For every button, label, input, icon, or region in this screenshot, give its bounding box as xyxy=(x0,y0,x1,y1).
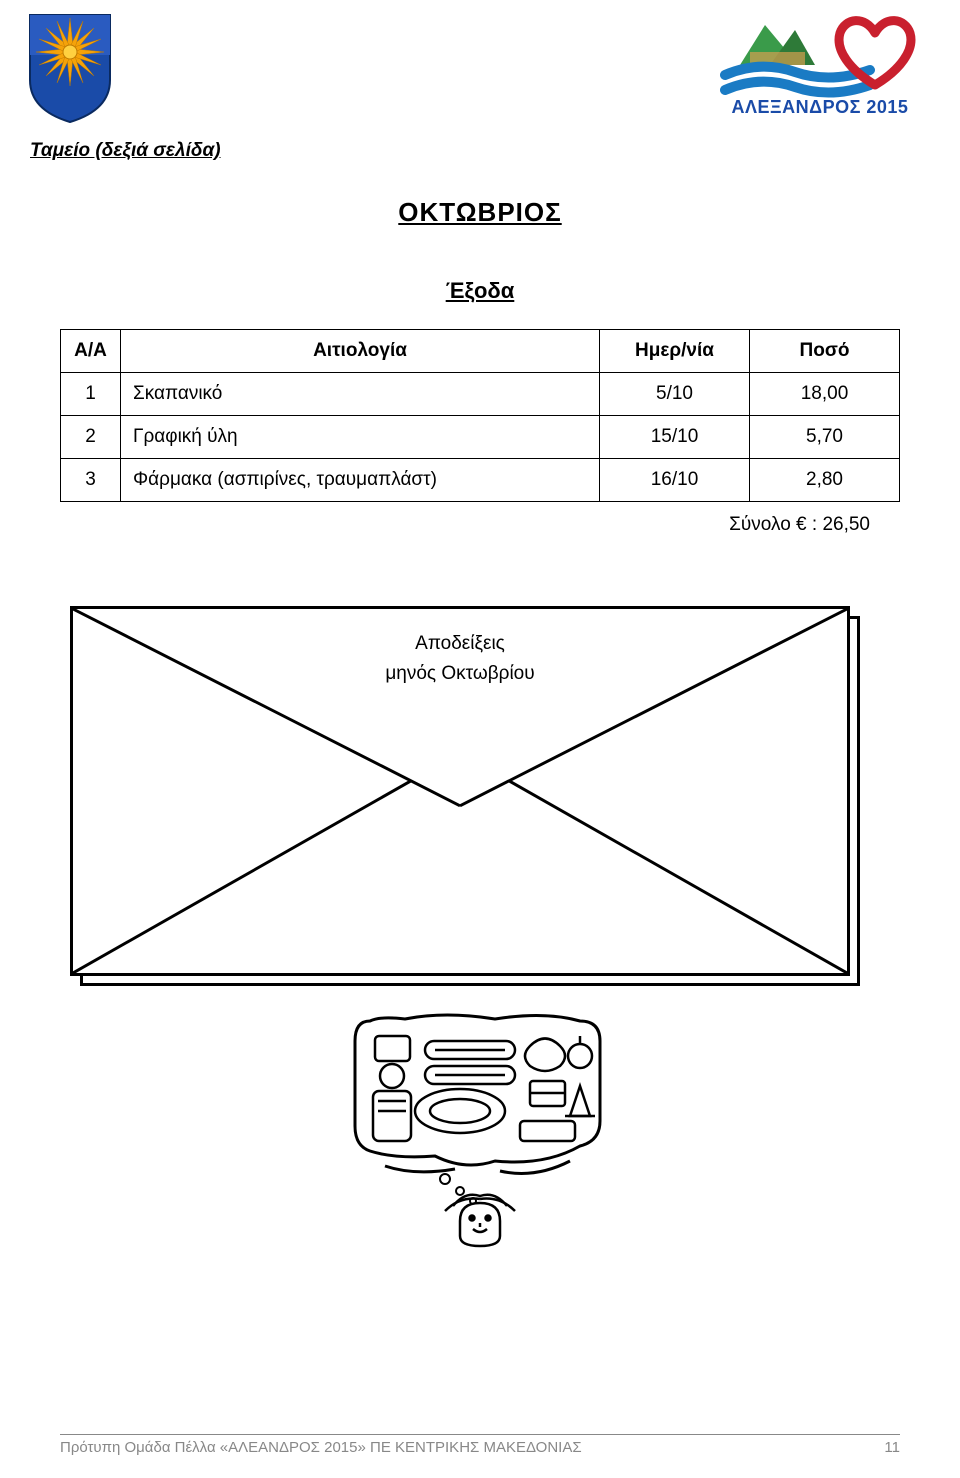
envelope-line1: Αποδείξεις xyxy=(73,629,847,659)
total: Σύνολο € : 26,50 xyxy=(60,514,900,536)
th-aa: Α/Α xyxy=(61,330,121,373)
footer-page: 11 xyxy=(884,1439,900,1456)
right-logo: ΑΛΕΞΑΝΔΡΟΣ 2015 xyxy=(705,5,935,125)
th-amt: Ποσό xyxy=(750,330,900,373)
section-title: Ταμείο (δεξιά σελίδα) xyxy=(30,140,900,162)
cell: Γραφική ύλη xyxy=(121,416,600,459)
sub-title: Έξοδα xyxy=(60,278,900,304)
cell: 18,00 xyxy=(750,373,900,416)
footer: Πρότυπη Ομάδα Πέλλα «ΑΛΕΑΝΔΡΟΣ 2015» ΠΕ … xyxy=(60,1434,900,1456)
total-label: Σύνολο € xyxy=(729,514,806,535)
cell: 16/10 xyxy=(600,459,750,502)
envelope-line2: μηνός Οκτωβρίου xyxy=(73,659,847,689)
header: ΑΛΕΞΑΝΔΡΟΣ 2015 xyxy=(60,10,900,130)
left-logo xyxy=(25,10,115,130)
table-row: 1 Σκαπανικό 5/10 18,00 xyxy=(61,373,900,416)
right-logo-text: ΑΛΕΞΑΝΔΡΟΣ 2015 xyxy=(732,97,909,117)
main-title: ΟΚΤΩΒΡΙΟΣ xyxy=(60,197,900,228)
cell: 5/10 xyxy=(600,373,750,416)
footer-left: Πρότυπη Ομάδα Πέλλα «ΑΛΕΑΝΔΡΟΣ 2015» ΠΕ … xyxy=(60,1439,582,1456)
cell: 1 xyxy=(61,373,121,416)
cell: 5,70 xyxy=(750,416,900,459)
expenses-table: Α/Α Αιτιολογία Ημερ/νία Ποσό 1 Σκαπανικό… xyxy=(60,329,900,502)
cell: Φάρμακα (ασπιρίνες, τραυμαπλάστ) xyxy=(121,459,600,502)
table-row: 3 Φάρμακα (ασπιρίνες, τραυμαπλάστ) 16/10… xyxy=(61,459,900,502)
camping-illustration xyxy=(60,1011,900,1256)
cell: 2,80 xyxy=(750,459,900,502)
th-desc: Αιτιολογία xyxy=(121,330,600,373)
envelope: Αποδείξεις μηνός Οκτωβρίου xyxy=(70,606,860,986)
table-row: 2 Γραφική ύλη 15/10 5,70 xyxy=(61,416,900,459)
cell: 15/10 xyxy=(600,416,750,459)
cell: Σκαπανικό xyxy=(121,373,600,416)
cell: 2 xyxy=(61,416,121,459)
cell: 3 xyxy=(61,459,121,502)
total-value: 26,50 xyxy=(822,514,870,535)
th-date: Ημερ/νία xyxy=(600,330,750,373)
